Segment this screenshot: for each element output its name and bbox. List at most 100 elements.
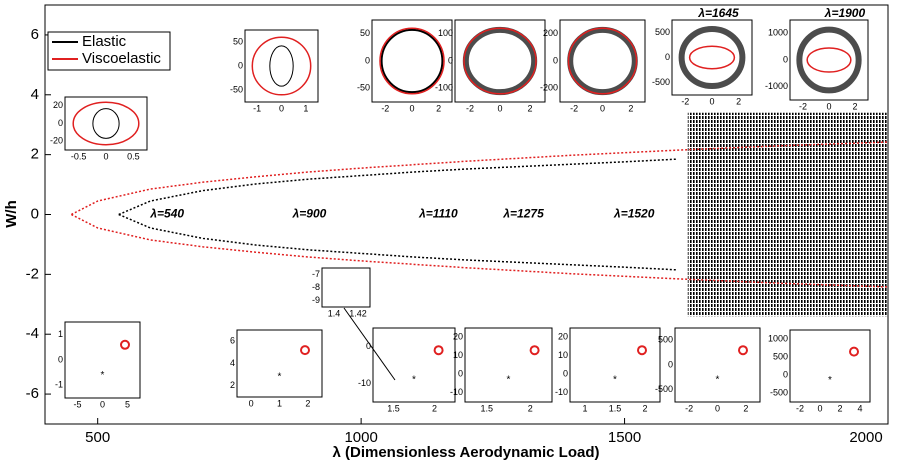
inset-frame xyxy=(569,327,661,403)
inset-y-tick-label: -8 xyxy=(312,282,320,292)
inset-y-tick-label: 20 xyxy=(53,100,63,110)
inset-frame xyxy=(371,19,453,103)
inset-star: * xyxy=(613,374,617,385)
inset-x-tick-label: 0 xyxy=(826,101,831,111)
inset-y-tick-label: 50 xyxy=(360,28,370,38)
inset-x-tick-label: 2 xyxy=(736,96,741,106)
inset-x-tick-label: 1.5 xyxy=(480,403,493,413)
inset-orbit xyxy=(567,27,638,95)
x-tick-label: 1000 xyxy=(344,429,377,446)
inset-orbit xyxy=(379,27,445,95)
inset-marker xyxy=(433,345,444,356)
inset-marker xyxy=(637,345,647,356)
inset-y-tick-label: 1 xyxy=(58,329,63,339)
inset-y-tick-label: 0 xyxy=(668,359,673,369)
inset-y-tick-label: 10 xyxy=(453,350,463,360)
inset-star: * xyxy=(716,374,720,385)
inset-y-tick-label: -200 xyxy=(540,83,558,93)
inset-x-tick-label: -5 xyxy=(73,399,81,409)
inset-x-tick-label: -2 xyxy=(570,103,578,113)
inset-y-tick-label: 0 xyxy=(665,52,670,62)
inset-y-tick-label: -7 xyxy=(312,269,320,279)
inset-x-tick-label: 0 xyxy=(103,151,108,161)
inset-y-tick-label: 1000 xyxy=(768,333,788,343)
y-tick-label: 4 xyxy=(31,86,39,103)
inset-orbit xyxy=(463,27,537,95)
inset-x-tick-label: 2 xyxy=(436,103,441,113)
inset-frame xyxy=(372,327,456,403)
legend-label: Viscoelastic xyxy=(82,50,161,67)
inset-y-tick-label: 0 xyxy=(58,354,63,364)
inset-x-tick-label: -1 xyxy=(253,103,261,113)
inset-y-tick-label: -1000 xyxy=(765,81,788,91)
inset-orbit xyxy=(688,45,736,70)
inset-star: * xyxy=(828,375,832,386)
inset-y-tick-label: -9 xyxy=(312,295,320,305)
inset-y-tick-label: 0 xyxy=(563,369,568,379)
inset-x-tick-label: 0 xyxy=(715,403,720,413)
series-line xyxy=(118,213,678,271)
inset-frame xyxy=(321,267,371,308)
inset-y-tick-label: -100 xyxy=(435,83,453,93)
x-tick-label: 2000 xyxy=(849,429,882,446)
inset-y-tick-label: -500 xyxy=(652,77,670,87)
inset-star: * xyxy=(101,370,105,381)
inset-marker xyxy=(529,345,540,356)
inset-orbit xyxy=(92,108,120,139)
inset-x-tick-label: 0 xyxy=(409,103,414,113)
inset-y-tick-label: 0 xyxy=(366,341,371,351)
inset-x-tick-label: 2 xyxy=(628,103,633,113)
y-tick-label: -4 xyxy=(26,325,39,342)
y-tick-label: 6 xyxy=(31,26,39,43)
inset-x-tick-label: 1.42 xyxy=(349,308,367,318)
inset-x-tick-label: -2 xyxy=(381,103,389,113)
annotation: λ=1275 xyxy=(502,207,544,221)
inset-y-tick-label: 50 xyxy=(233,36,243,46)
inset-y-tick-label: 4 xyxy=(230,358,235,368)
zoom-arrow xyxy=(343,307,396,381)
inset-y-tick-label: 6 xyxy=(230,336,235,346)
inset-orbit xyxy=(806,47,852,73)
inset-orbit xyxy=(678,26,746,89)
inset-x-tick-label: 0 xyxy=(249,398,254,408)
series-line xyxy=(118,158,678,216)
inset-y-tick-label: -20 xyxy=(50,136,63,146)
inset-y-tick-label: -10 xyxy=(358,378,371,388)
inset-frame xyxy=(671,19,753,96)
inset-x-tick-label: 5 xyxy=(125,399,130,409)
inset-marker xyxy=(120,339,130,350)
inset-x-tick-label: -2 xyxy=(799,101,807,111)
inset-y-tick-label: -500 xyxy=(655,384,673,394)
inset-y-tick-label: 0 xyxy=(783,54,788,64)
legend-label: Elastic xyxy=(82,33,127,50)
inset-star: * xyxy=(278,372,282,383)
inset-y-tick-label: 0 xyxy=(58,118,63,128)
annotation: λ=1110 xyxy=(418,207,458,221)
inset-x-tick-label: 1.5 xyxy=(609,403,622,413)
inset-orbit xyxy=(380,28,444,94)
inset-y-tick-label: 1000 xyxy=(768,28,788,38)
inset-x-tick-label: 4 xyxy=(857,403,862,413)
inset-orbit xyxy=(251,36,312,96)
inset-x-tick-label: 2 xyxy=(837,403,842,413)
inset-y-tick-label: 20 xyxy=(453,332,463,342)
inset-frame xyxy=(559,19,646,103)
inset-x-tick-label: 1 xyxy=(582,403,587,413)
inset-orbit xyxy=(796,26,862,94)
y-tick-label: 0 xyxy=(31,205,39,222)
annotation: λ=540 xyxy=(149,207,184,221)
inset-frame xyxy=(454,19,546,103)
inset-x-tick-label: -0.5 xyxy=(71,151,87,161)
inset-x-tick-label: 0 xyxy=(817,403,822,413)
inset-x-tick-label: 2 xyxy=(432,403,437,413)
inset-frame xyxy=(789,329,871,403)
y-tick-label: 2 xyxy=(31,146,39,163)
chaos-band xyxy=(687,112,888,317)
inset-y-tick-label: 2 xyxy=(230,380,235,390)
inset-y-tick-label: 0 xyxy=(553,55,558,65)
inset-marker xyxy=(738,345,748,356)
inset-y-tick-label: -500 xyxy=(770,387,788,397)
inset-x-tick-label: 2 xyxy=(642,403,647,413)
inset-x-tick-label: -2 xyxy=(681,96,689,106)
